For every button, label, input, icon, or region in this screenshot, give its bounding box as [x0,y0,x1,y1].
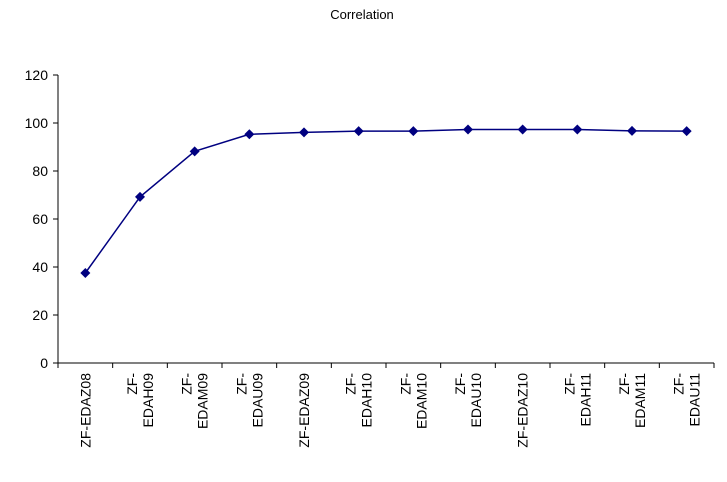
data-point [80,268,91,278]
x-tick-label: EDAH09 [140,373,156,428]
x-tick-label: EDAH11 [577,373,593,427]
data-point [627,125,637,136]
data-point [572,124,583,135]
x-tick-label: ZF-EDAZ10 [515,373,531,448]
x-axis-ticks: ZF-EDAZ08 ZF- EDAH09 ZF- EDAM09 ZF- EDAU09 ZF-E… [57,363,715,448]
x-tick-label: ZF-EDAZ09 [296,373,312,448]
chart-title: Correlation [330,7,394,22]
y-tick-label: 100 [25,115,49,131]
axes [57,75,714,364]
x-tick-label: ZF- [671,373,687,395]
x-tick-label: EDAH10 [359,373,375,428]
x-tick-label: ZF-EDAZ08 [77,373,93,448]
y-tick-label: 20 [32,307,48,323]
data-point [299,127,309,138]
x-tick-label: EDAU10 [468,373,484,428]
x-tick-label: ZF- [233,373,249,395]
data-point [517,124,528,135]
series-layer [80,124,692,278]
data-point [135,191,145,202]
y-tick-label: 60 [32,211,48,227]
y-tick-label: 40 [32,259,48,275]
series-line [84,128,687,274]
y-tick-label: 80 [32,163,48,179]
x-tick-label: ZF- [616,373,632,395]
x-tick-label: EDAM10 [413,373,429,429]
x-tick-label: ZF- [179,373,195,395]
x-tick-label: ZF- [343,373,359,395]
data-point [353,126,364,137]
x-tick-label: ZF- [452,373,468,395]
data-point [681,126,692,137]
x-tick-label: ZF- [561,373,577,395]
data-point [463,124,473,135]
x-tick-label: EDAU11 [687,373,703,427]
x-tick-label: EDAU09 [249,373,265,428]
data-point [189,146,200,157]
y-axis-ticks: 0 20 40 60 80 100 120 [25,67,58,371]
data-point [408,126,419,137]
x-tick-label: ZF- [124,373,140,395]
x-tick-label: ZF- [397,373,413,395]
y-tick-label: 120 [25,67,49,83]
data-point [244,129,255,140]
y-tick-label: 0 [40,355,48,371]
x-tick-label: EDAM11 [632,373,648,428]
x-tick-label: EDAM09 [195,373,211,429]
